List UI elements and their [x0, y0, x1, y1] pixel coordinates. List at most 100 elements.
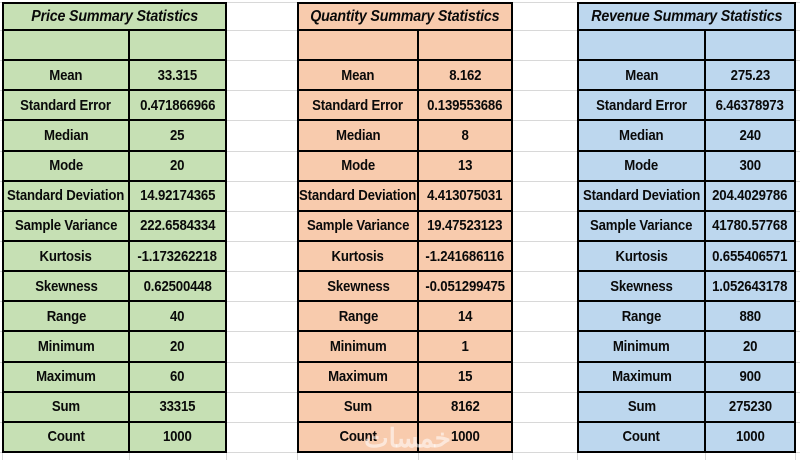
stat-label-cell[interactable]: Standard Deviation [579, 181, 704, 210]
stat-value-cell[interactable]: 13 [419, 151, 511, 180]
stat-value-cell[interactable]: 8162 [419, 392, 511, 421]
stat-label-cell[interactable]: Standard Error [299, 91, 417, 120]
stat-label-cell[interactable]: Skewness [299, 272, 417, 301]
stat-value-cell[interactable]: 41780.57768 [706, 211, 794, 240]
stat-label-cell[interactable]: Minimum [299, 332, 417, 361]
stat-value-cell[interactable]: 8 [419, 121, 511, 150]
stat-label-cell[interactable]: Standard Deviation [4, 181, 128, 210]
stat-value-cell[interactable]: 0.471866966 [130, 91, 225, 120]
stat-value-cell[interactable]: 25 [130, 121, 225, 150]
stat-value-cell[interactable]: 222.6584334 [130, 211, 225, 240]
stat-label-cell[interactable]: Median [579, 121, 704, 150]
stat-value-cell[interactable]: 880 [706, 302, 794, 331]
stat-value-cell[interactable]: 4.413075031 [419, 181, 511, 210]
stat-value-cell[interactable]: -1.241686116 [419, 241, 511, 271]
stat-label-cell[interactable]: Skewness [579, 272, 704, 301]
stat-label-cell[interactable]: Count [299, 422, 417, 451]
stat-value-cell[interactable]: 240 [706, 121, 794, 150]
stat-label-cell[interactable]: Mean [579, 61, 704, 90]
table-title-cell[interactable]: Quantity Summary Statistics [299, 4, 511, 29]
stat-label-cell[interactable]: Range [579, 302, 704, 331]
stat-label: Kurtosis [615, 247, 668, 265]
stat-value-cell[interactable]: 19.47523123 [419, 211, 511, 240]
stat-label-cell[interactable]: Mode [4, 151, 128, 180]
stat-label-cell[interactable]: Maximum [4, 362, 128, 391]
stat-value: 0.62500448 [143, 277, 212, 295]
stat-value-cell[interactable]: 14 [419, 302, 511, 331]
stat-label-cell[interactable]: Skewness [4, 272, 128, 301]
table-title: Quantity Summary Statistics [310, 7, 500, 25]
table-title-cell[interactable]: Price Summary Statistics [4, 4, 225, 29]
stat-label-cell[interactable]: Minimum [579, 332, 704, 361]
stat-value-cell[interactable]: 40 [130, 302, 225, 331]
stat-value: 1.052643178 [712, 277, 788, 295]
stat-value-cell[interactable]: 33.315 [130, 61, 225, 90]
stat-label-cell[interactable]: Standard Error [4, 91, 128, 120]
stat-value-cell[interactable]: 0.139553686 [419, 91, 511, 120]
stat-label-cell[interactable]: Kurtosis [299, 241, 417, 271]
stat-value-cell[interactable]: 1000 [419, 422, 511, 451]
stat-value: 6.46378973 [716, 96, 784, 114]
stat-label-cell[interactable]: Kurtosis [4, 241, 128, 271]
stat-value-cell[interactable]: 1.052643178 [706, 272, 794, 301]
stat-value-cell[interactable]: 1 [419, 332, 511, 361]
stat-value-cell[interactable]: 33315 [130, 392, 225, 421]
stat-label-cell[interactable]: Sample Variance [299, 211, 417, 240]
stat-value-cell[interactable]: 14.92174365 [130, 181, 225, 210]
stat-label-cell[interactable]: Sum [579, 392, 704, 421]
stat-label-cell[interactable]: Maximum [299, 362, 417, 391]
stat-value-cell[interactable]: 204.4029786 [706, 181, 794, 210]
stat-value-cell[interactable]: 60 [130, 362, 225, 391]
stat-label-cell[interactable]: Range [299, 302, 417, 331]
stat-label-cell[interactable]: Sample Variance [579, 211, 704, 240]
stat-label-cell[interactable]: Count [4, 422, 128, 451]
stat-label-cell[interactable]: Median [299, 121, 417, 150]
stat-value-cell[interactable]: 0.655406571 [706, 241, 794, 271]
stat-label-cell[interactable]: Maximum [579, 362, 704, 391]
stat-label-cell[interactable]: Mean [299, 61, 417, 90]
stat-value-cell[interactable]: 300 [706, 151, 794, 180]
blank-cell[interactable] [130, 31, 225, 60]
table-title-cell[interactable]: Revenue Summary Statistics [579, 4, 794, 29]
stat-label-cell[interactable]: Standard Error [579, 91, 704, 120]
blank-cell[interactable] [299, 31, 417, 60]
stat-value-cell[interactable]: 275.23 [706, 61, 794, 90]
column-gridline [418, 453, 419, 460]
stat-value-cell[interactable]: 1000 [130, 422, 225, 451]
stat-label: Minimum [329, 337, 387, 355]
stat-label-cell[interactable]: Mode [579, 151, 704, 180]
revenue-summary-table: Revenue Summary Statistics Mean 275.23 Sta… [577, 2, 796, 453]
stat-value-cell[interactable]: 15 [419, 362, 511, 391]
stat-label-cell[interactable]: Mean [4, 61, 128, 90]
stat-value-cell[interactable]: 900 [706, 362, 794, 391]
blank-cell[interactable] [579, 31, 704, 60]
stat-value-cell[interactable]: -0.051299475 [419, 272, 511, 301]
blank-cell[interactable] [706, 31, 794, 60]
stat-label: Sample Variance [14, 217, 118, 235]
stat-label-cell[interactable]: Median [4, 121, 128, 150]
stat-value-cell[interactable]: 0.62500448 [130, 272, 225, 301]
stat-label-cell[interactable]: Minimum [4, 332, 128, 361]
stat-label-cell[interactable]: Sample Variance [4, 211, 128, 240]
blank-cell[interactable] [419, 31, 511, 60]
blank-cell[interactable] [4, 31, 128, 60]
stat-value-cell[interactable]: 20 [706, 332, 794, 361]
stat-label-cell[interactable]: Kurtosis [579, 241, 704, 271]
stat-value-cell[interactable]: 20 [130, 151, 225, 180]
stat-value: 0.655406571 [712, 247, 788, 265]
stat-label-cell[interactable]: Mode [299, 151, 417, 180]
stat-value-cell[interactable]: 20 [130, 332, 225, 361]
stat-value-cell[interactable]: -1.173262218 [130, 241, 225, 271]
stat-label-cell[interactable]: Sum [299, 392, 417, 421]
stat-label-cell[interactable]: Count [579, 422, 704, 451]
stat-value-cell[interactable]: 1000 [706, 422, 794, 451]
stat-value: 300 [739, 157, 761, 175]
stat-label: Median [619, 126, 664, 144]
stat-label-cell[interactable]: Range [4, 302, 128, 331]
stat-value-cell[interactable]: 275230 [706, 392, 794, 421]
stat-value-cell[interactable]: 8.162 [419, 61, 511, 90]
stat-value-cell[interactable]: 6.46378973 [706, 91, 794, 120]
stat-label-cell[interactable]: Sum [4, 392, 128, 421]
stat-label-cell[interactable]: Standard Deviation [299, 181, 417, 210]
